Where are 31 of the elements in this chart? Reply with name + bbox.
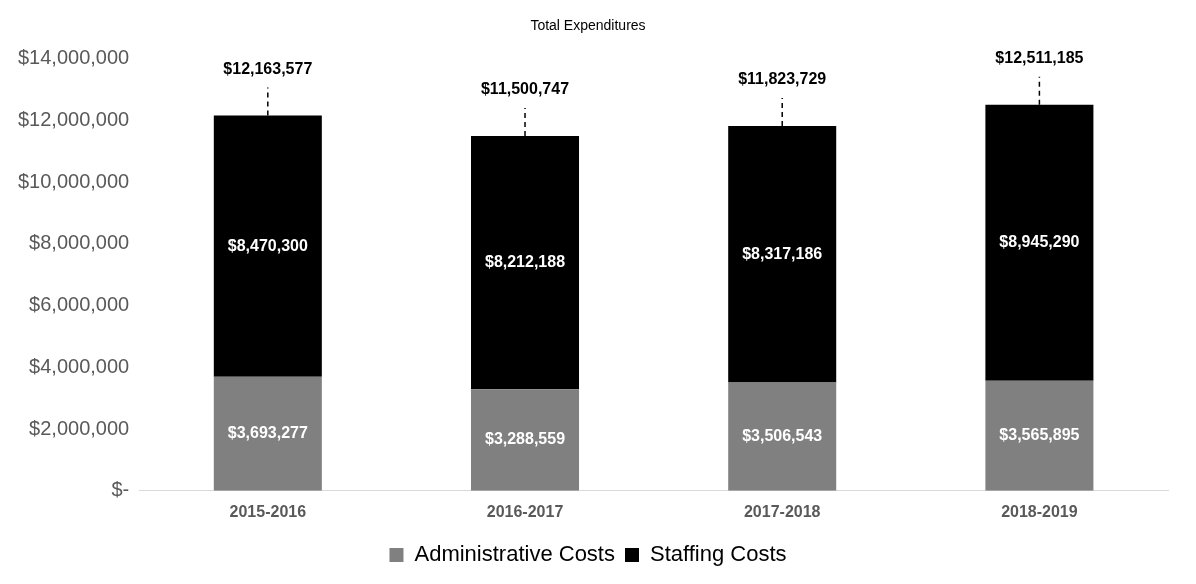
y-tick-label: $10,000,000 [17, 169, 130, 192]
data-label: $3,565,895 [999, 426, 1080, 444]
y-tick-label: $12,000,000 [17, 108, 130, 131]
bar [213, 376, 322, 491]
y-tick-label: $4,000,000 [29, 354, 130, 377]
data-label: $8,212,188 [484, 253, 566, 271]
y-tick-label: $2,000,000 [29, 416, 130, 439]
x-tick-label: 2016-2017 [486, 502, 564, 520]
chart-title: Total Expenditures [530, 17, 646, 34]
total-label: $12,163,577 [223, 59, 313, 77]
data-label: $8,945,290 [999, 233, 1080, 251]
x-tick-label: 2015-2016 [229, 502, 307, 520]
bar [985, 380, 1094, 491]
data-label: $8,317,186 [742, 244, 823, 262]
data-label: $8,470,300 [227, 236, 308, 254]
x-tick-label: 2017-2018 [743, 502, 821, 520]
x-tick-label: 2018-2019 [1001, 502, 1078, 520]
data-label: $3,693,277 [227, 424, 308, 442]
bar [728, 382, 837, 491]
y-tick-label: $8,000,000 [29, 231, 130, 254]
legend-label: Administrative Costs [414, 541, 615, 567]
bar [471, 389, 580, 491]
y-tick-label: $- [111, 478, 130, 501]
y-tick-label: $14,000,000 [17, 46, 130, 69]
total-label: $11,500,747 [480, 80, 570, 98]
total-label: $12,511,185 [995, 49, 1084, 67]
data-label: $3,506,543 [742, 427, 823, 445]
total-label: $11,823,729 [738, 70, 827, 88]
y-tick-label: $6,000,000 [29, 293, 130, 316]
data-label: $3,288,559 [484, 430, 566, 448]
legend-label: Staffing Costs [649, 541, 787, 567]
